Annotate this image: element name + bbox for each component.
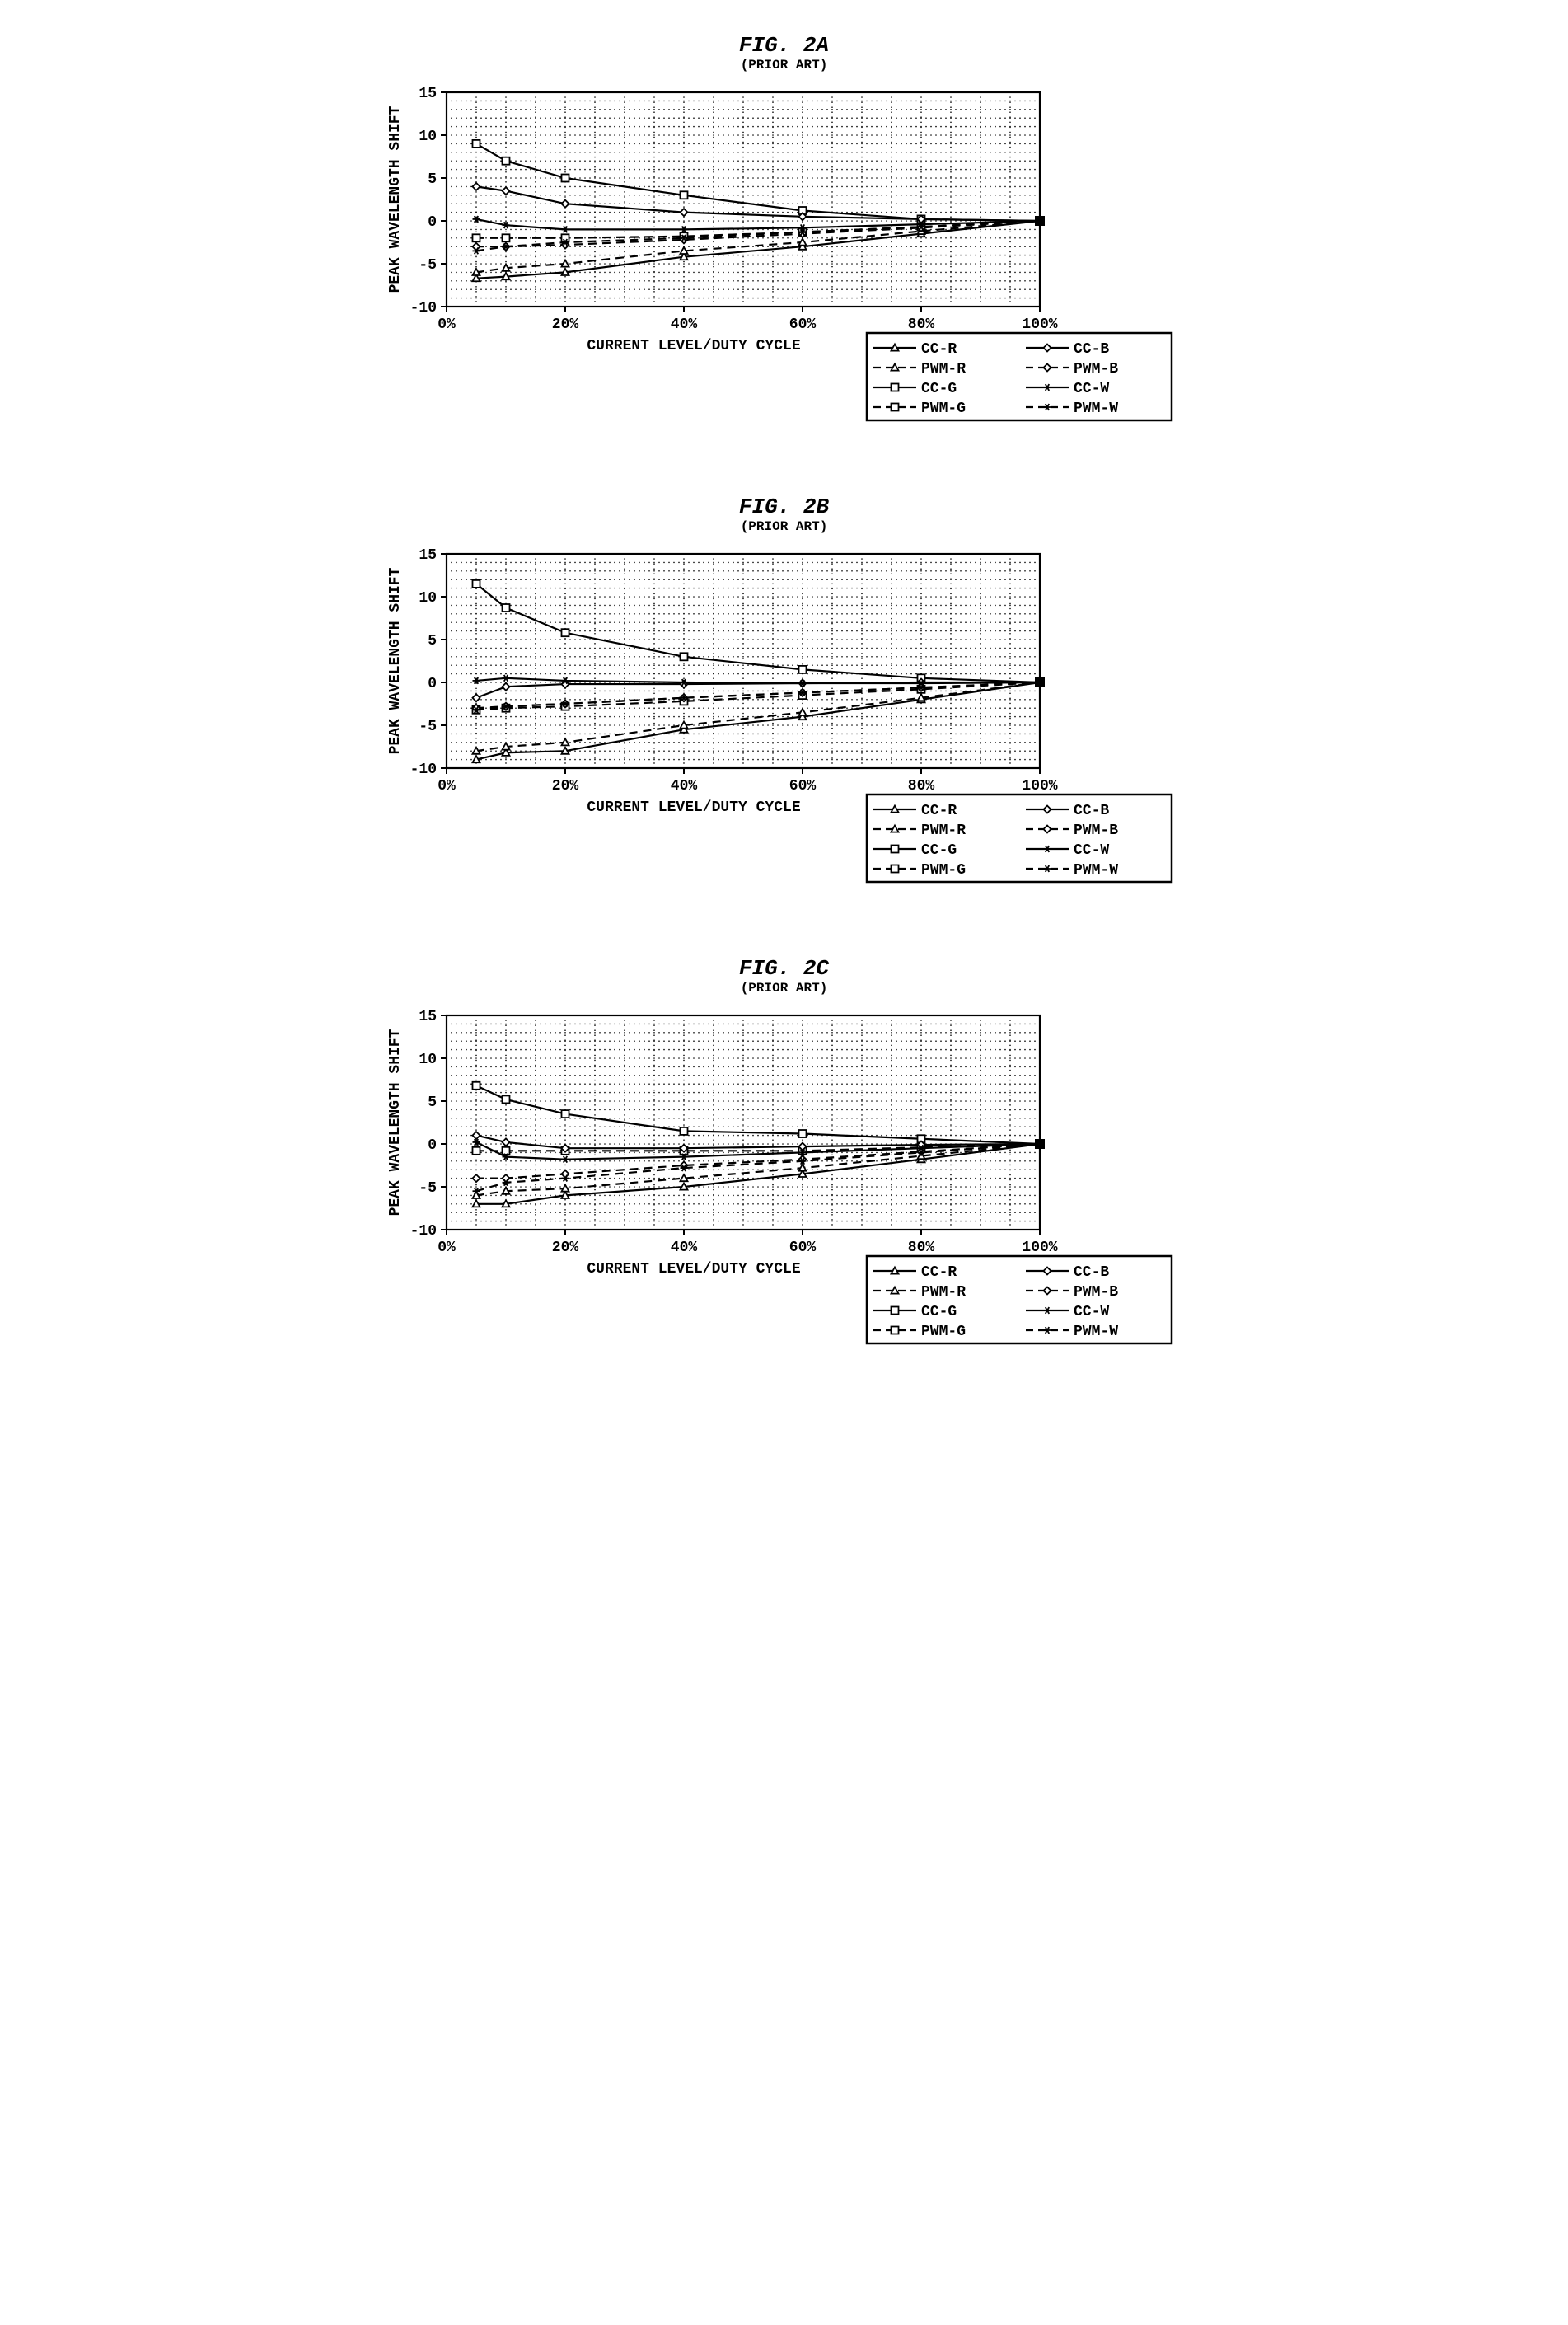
svg-text:15: 15: [419, 86, 437, 102]
chart-title: FIG. 2A(PRIOR ART): [372, 33, 1196, 73]
chart-title: FIG. 2B(PRIOR ART): [372, 495, 1196, 534]
svg-text:PWM-G: PWM-G: [921, 401, 966, 417]
svg-text:PWM-B: PWM-B: [1074, 361, 1118, 377]
svg-text:-5: -5: [419, 257, 437, 274]
svg-text:PWM-R: PWM-R: [921, 361, 966, 377]
chart-panel: FIG. 2A(PRIOR ART) 0% 20% 40% 60% 80% 100% -10 -…: [372, 33, 1196, 445]
figure-subtitle: (PRIOR ART): [741, 58, 828, 73]
figure-subtitle: (PRIOR ART): [741, 519, 828, 534]
chart-svg: 0%20%40%60%80%100%-10-5051015PEAK WAVELE…: [372, 999, 1188, 1368]
figure-number: FIG. 2B: [739, 495, 829, 519]
svg-text:PWM-W: PWM-W: [1074, 401, 1118, 417]
svg-text:60%: 60%: [789, 316, 816, 333]
chart-svg: 0%20%40%60%80%100%-10-5051015PEAK WAVELE…: [372, 537, 1188, 907]
y-axis-label: PEAK WAVELENGTH SHIFT: [387, 105, 404, 293]
svg-text:20%: 20%: [551, 316, 578, 333]
chart-panel: FIG. 2B(PRIOR ART)0%20%40%60%80%100%-10-…: [372, 495, 1196, 907]
chart-svg: 0% 20% 40% 60% 80% 100% -10 -5 0 5 10 15 PEAK WAVELE…: [372, 76, 1188, 445]
figure-number: FIG. 2C: [739, 956, 829, 981]
svg-text:80%: 80%: [907, 316, 934, 333]
figure-subtitle: (PRIOR ART): [741, 981, 828, 996]
svg-text:0%: 0%: [438, 316, 456, 333]
svg-text:100%: 100%: [1022, 316, 1057, 333]
chart-panel: FIG. 2C(PRIOR ART)0%20%40%60%80%100%-10-…: [372, 956, 1196, 1368]
svg-text:10: 10: [419, 129, 437, 145]
y-axis-label: PEAK WAVELENGTH SHIFT: [387, 1029, 404, 1216]
svg-text:CC-R: CC-R: [921, 341, 957, 358]
svg-text:5: 5: [428, 171, 437, 188]
svg-text:CC-G: CC-G: [921, 381, 957, 397]
y-axis-label: PEAK WAVELENGTH SHIFT: [387, 567, 404, 754]
svg-text:0: 0: [428, 214, 437, 231]
chart-title: FIG. 2C(PRIOR ART): [372, 956, 1196, 996]
svg-text:-10: -10: [410, 300, 436, 316]
svg-text:CC-B: CC-B: [1074, 341, 1109, 358]
svg-text:CURRENT LEVEL/DUTY CYCLE: CURRENT LEVEL/DUTY CYCLE: [587, 338, 800, 354]
svg-text:40%: 40%: [670, 316, 697, 333]
svg-text:CC-W: CC-W: [1074, 381, 1109, 397]
figure-number: FIG. 2A: [739, 33, 829, 58]
